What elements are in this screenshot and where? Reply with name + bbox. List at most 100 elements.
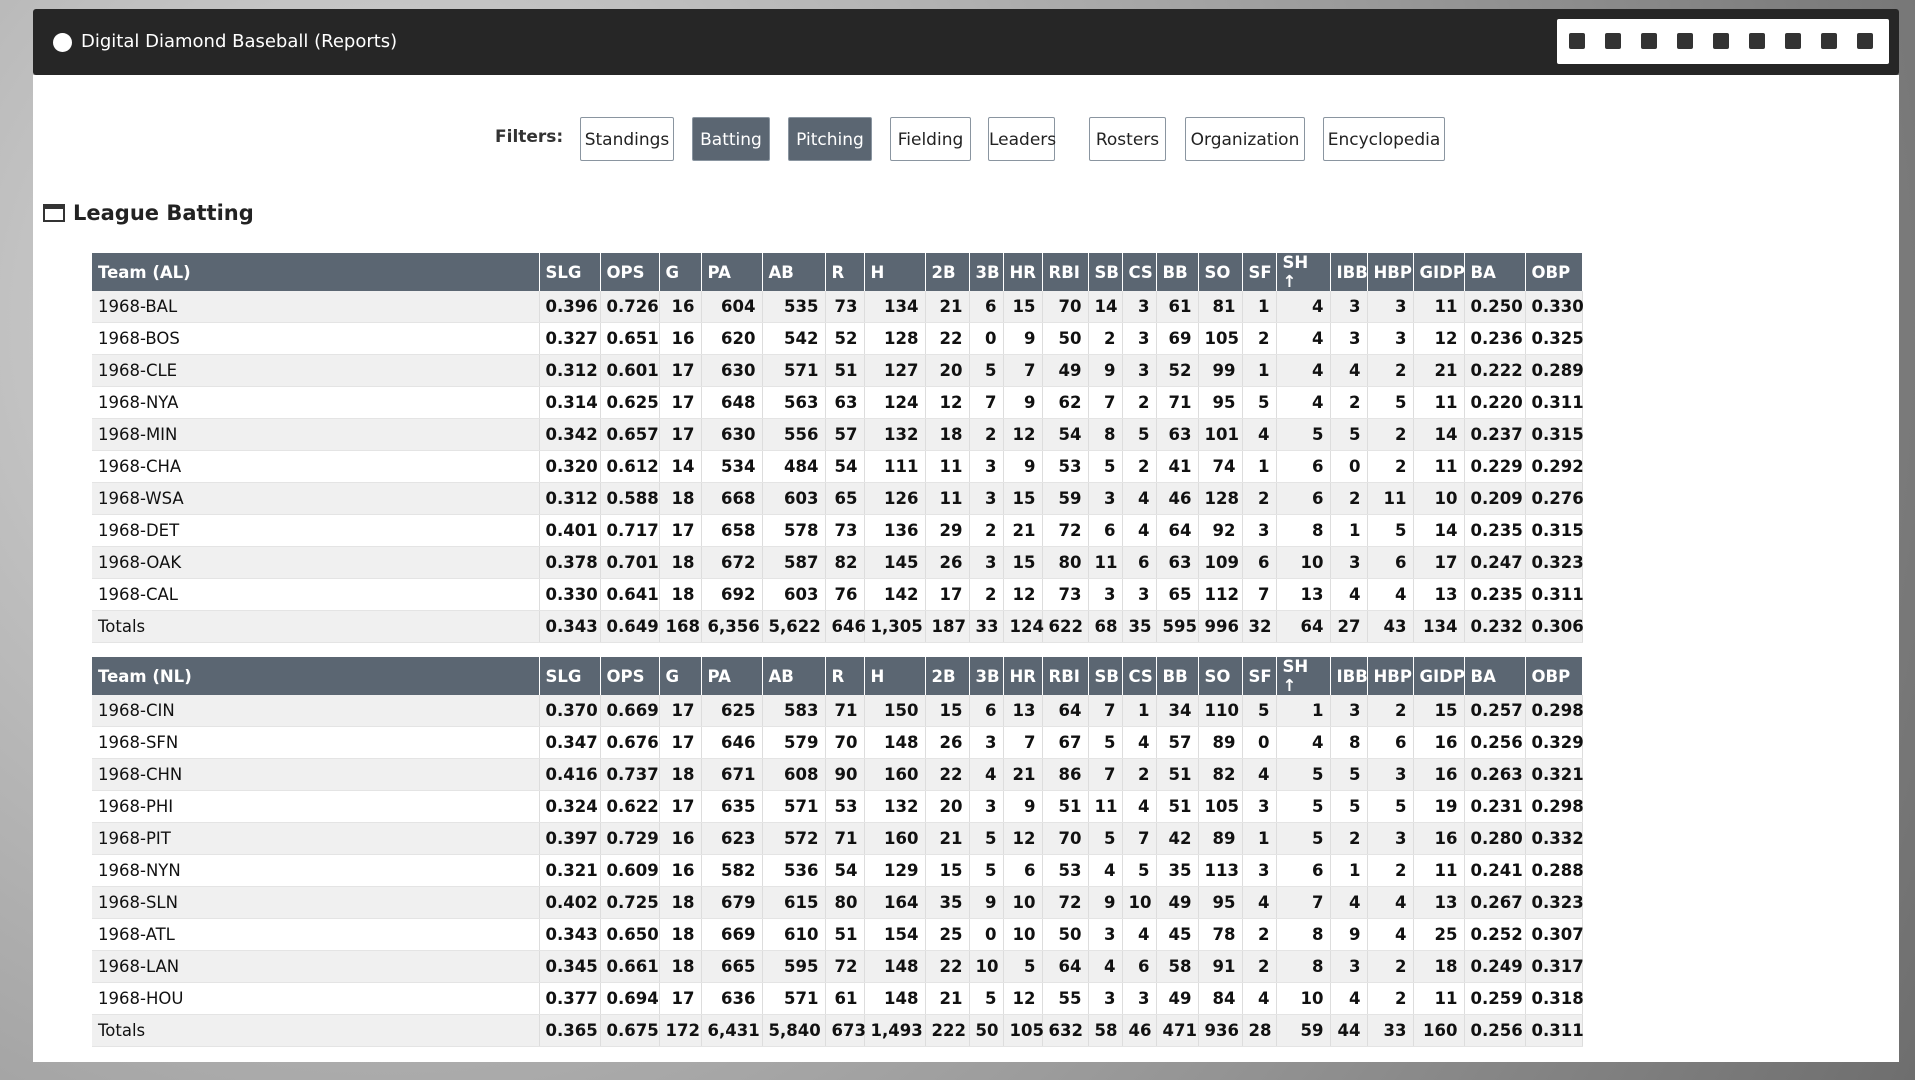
column-header[interactable]: G: [659, 253, 702, 291]
column-header[interactable]: BA: [1464, 253, 1526, 291]
column-header[interactable]: IBB: [1330, 657, 1368, 695]
column-header[interactable]: OBP: [1525, 253, 1583, 291]
column-header[interactable]: Team (AL): [92, 253, 540, 291]
column-header[interactable]: H: [864, 253, 926, 291]
filter-button[interactable]: Leaders: [988, 117, 1056, 161]
stat-cell: 187: [925, 610, 970, 643]
stat-cell: 13: [1413, 578, 1465, 611]
back-icon[interactable]: [53, 33, 72, 52]
stat-cell: 0.220: [1464, 386, 1526, 419]
column-header[interactable]: CS: [1122, 253, 1157, 291]
column-header[interactable]: SO: [1198, 657, 1243, 695]
column-header[interactable]: SH ↑: [1276, 657, 1331, 695]
column-header[interactable]: HR: [1003, 657, 1043, 695]
column-header[interactable]: R: [825, 253, 865, 291]
column-header[interactable]: BB: [1156, 253, 1199, 291]
stat-cell: 4: [1367, 578, 1414, 611]
stat-cell: 3: [1088, 482, 1123, 515]
stat-cell: 535: [762, 291, 826, 323]
tool-icon[interactable]: [1749, 33, 1765, 49]
column-header[interactable]: SF: [1242, 253, 1277, 291]
stat-cell: 0.209: [1464, 482, 1526, 515]
column-header[interactable]: IBB: [1330, 253, 1368, 291]
tool-icon[interactable]: [1821, 33, 1837, 49]
column-header[interactable]: GIDP: [1413, 253, 1465, 291]
tool-icon[interactable]: [1857, 33, 1873, 49]
column-header[interactable]: OBP: [1525, 657, 1583, 695]
tool-icon[interactable]: [1785, 33, 1801, 49]
stat-cell: 50: [1042, 918, 1089, 951]
stat-cell: 11: [1413, 450, 1465, 483]
section-icon[interactable]: [43, 204, 65, 222]
stat-cell: 6: [1003, 854, 1043, 887]
column-header[interactable]: SH ↑: [1276, 253, 1331, 291]
column-header[interactable]: SO: [1198, 253, 1243, 291]
column-header[interactable]: R: [825, 657, 865, 695]
column-header[interactable]: BB: [1156, 657, 1199, 695]
filter-button[interactable]: Rosters: [1089, 117, 1166, 161]
column-header[interactable]: SB: [1088, 657, 1123, 695]
stat-cell: 3: [1330, 546, 1368, 579]
column-header[interactable]: CS: [1122, 657, 1157, 695]
column-header[interactable]: AB: [762, 253, 826, 291]
column-header[interactable]: 3B: [969, 657, 1004, 695]
column-header[interactable]: BA: [1464, 657, 1526, 695]
stat-cell: 2: [1088, 322, 1123, 355]
filter-button[interactable]: Fielding: [890, 117, 971, 161]
column-header[interactable]: HBP: [1367, 657, 1414, 695]
filter-button[interactable]: Batting: [692, 117, 770, 161]
column-header[interactable]: SLG: [539, 657, 601, 695]
stat-cell: 595: [762, 950, 826, 983]
column-header[interactable]: G: [659, 657, 702, 695]
filter-button[interactable]: Pitching: [788, 117, 872, 161]
stat-cell: 8: [1088, 418, 1123, 451]
column-header[interactable]: SB: [1088, 253, 1123, 291]
column-header[interactable]: H: [864, 657, 926, 695]
column-header[interactable]: OPS: [600, 253, 660, 291]
team-cell: 1968-PHI: [92, 790, 540, 823]
column-header[interactable]: OPS: [600, 657, 660, 695]
column-header[interactable]: RBI: [1042, 657, 1089, 695]
stat-cell: 53: [825, 790, 865, 823]
stat-cell: 17: [659, 514, 702, 547]
stat-cell: 3: [1122, 578, 1157, 611]
stat-cell: 70: [1042, 822, 1089, 855]
stat-cell: 154: [864, 918, 926, 951]
stat-cell: 64: [1042, 950, 1089, 983]
filter-button[interactable]: Encyclopedia: [1323, 117, 1445, 161]
tool-icon[interactable]: [1569, 33, 1585, 49]
column-header[interactable]: SF: [1242, 657, 1277, 695]
column-header[interactable]: 2B: [925, 657, 970, 695]
tool-icon[interactable]: [1605, 33, 1621, 49]
stat-cell: 692: [701, 578, 763, 611]
stat-cell: 160: [1413, 1014, 1465, 1047]
table-row: 1968-CIN 0.370 0.669 17 625 583 71 150 15 6 13 64 7 1…: [92, 695, 1584, 727]
stat-cell: 145: [864, 546, 926, 579]
column-header[interactable]: Team (NL): [92, 657, 540, 695]
stat-cell: 127: [864, 354, 926, 387]
team-cell: 1968-CIN: [92, 695, 540, 727]
filter-button[interactable]: Standings: [580, 117, 674, 161]
column-header[interactable]: PA: [701, 253, 763, 291]
stat-cell: 1: [1242, 354, 1277, 387]
stat-cell: 12: [925, 386, 970, 419]
stat-cell: 15: [1003, 482, 1043, 515]
stat-cell: 3: [1088, 578, 1123, 611]
stat-cell: 5: [1330, 790, 1368, 823]
column-header[interactable]: 3B: [969, 253, 1004, 291]
filter-button[interactable]: Organization: [1185, 117, 1305, 161]
tool-icon[interactable]: [1713, 33, 1729, 49]
column-header[interactable]: 2B: [925, 253, 970, 291]
stat-cell: 4: [1122, 790, 1157, 823]
column-header[interactable]: HR: [1003, 253, 1043, 291]
stat-cell: 7: [1242, 578, 1277, 611]
tool-icon[interactable]: [1641, 33, 1657, 49]
column-header[interactable]: GIDP: [1413, 657, 1465, 695]
stat-cell: 0.289: [1525, 354, 1584, 387]
tool-icon[interactable]: [1677, 33, 1693, 49]
column-header[interactable]: AB: [762, 657, 826, 695]
column-header[interactable]: RBI: [1042, 253, 1089, 291]
column-header[interactable]: SLG: [539, 253, 601, 291]
column-header[interactable]: PA: [701, 657, 763, 695]
column-header[interactable]: HBP: [1367, 253, 1414, 291]
